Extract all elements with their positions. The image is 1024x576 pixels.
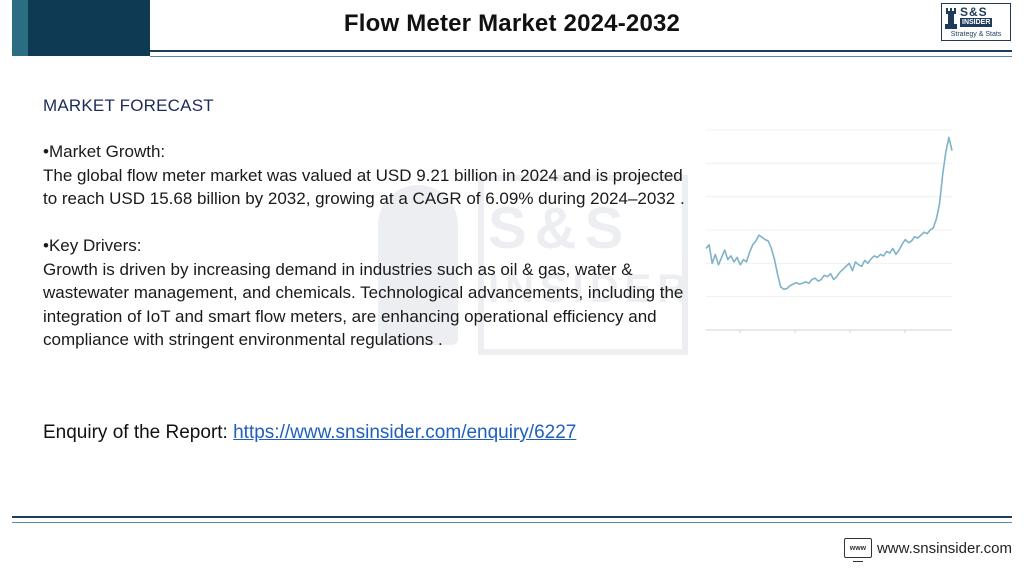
logo-tagline: Strategy & Stats	[950, 31, 1002, 38]
logo-mark: S&S	[960, 5, 988, 19]
drivers-text: Growth is driven by increasing demand in…	[43, 259, 684, 350]
header-corner-block	[12, 0, 150, 56]
enquiry-line: Enquiry of the Report: https://www.snsin…	[43, 422, 576, 444]
forecast-body: •Market Growth: The global flow meter ma…	[43, 140, 693, 352]
header-corner-accent	[12, 0, 28, 56]
monitor-www-icon: www	[843, 538, 872, 562]
growth-text: The global flow meter market was valued …	[43, 165, 685, 209]
footer-site-text: www.snsinsider.com	[876, 539, 1012, 557]
footer-divider-thin	[12, 522, 1012, 523]
chart-series-line	[705, 136, 953, 291]
enquiry-label: Enquiry of the Report:	[43, 422, 234, 443]
market-trend-chart	[705, 129, 953, 333]
growth-title: •Market Growth:	[43, 142, 166, 161]
brand-logo: S&S INSIDER Strategy & Stats	[941, 3, 1011, 41]
header-divider-thin	[150, 56, 1012, 57]
drivers-title: •Key Drivers:	[43, 236, 142, 255]
logo-sub: INSIDER	[960, 18, 993, 27]
chess-rook-icon	[945, 8, 957, 29]
page-title: Flow Meter Market 2024-2032	[343, 10, 681, 37]
header-divider	[150, 50, 1012, 52]
section-heading: MARKET FORECAST	[43, 96, 214, 115]
footer-divider	[12, 516, 1012, 518]
enquiry-link[interactable]: https://www.snsinsider.com/enquiry/6227	[233, 422, 577, 443]
footer-website: www www.snsinsider.com	[843, 536, 1012, 562]
